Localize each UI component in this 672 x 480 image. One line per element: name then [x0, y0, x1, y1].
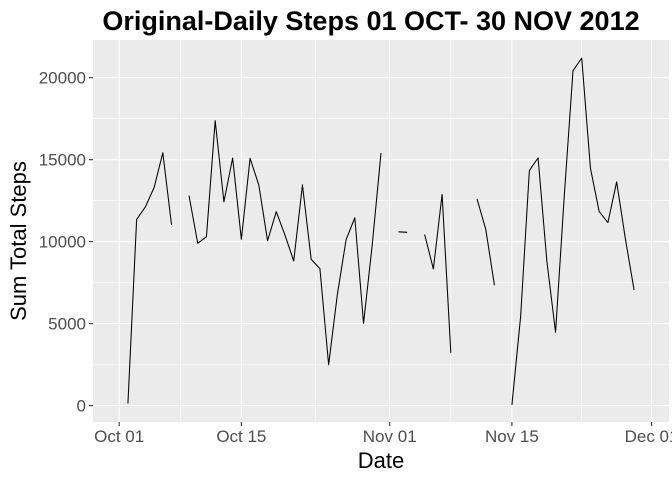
y-tick-label: 20000	[39, 69, 86, 88]
plot-panel	[93, 40, 669, 422]
series-layer	[127, 57, 635, 405]
x-tick-label: Dec 01	[625, 427, 672, 446]
y-tick-label: 15000	[39, 151, 86, 170]
minor-gridlines	[93, 40, 669, 422]
y-tick-label: 10000	[39, 233, 86, 252]
x-tick-label: Nov 15	[485, 427, 539, 446]
x-tick-label: Oct 01	[94, 427, 144, 446]
series-line-segment	[424, 193, 452, 353]
y-axis: 0 5000 10000 15000 20000	[39, 69, 93, 416]
x-tick-label: Oct 15	[216, 427, 266, 446]
y-tick-label: 0	[77, 397, 86, 416]
x-tick-label: Nov 01	[363, 427, 417, 446]
y-tick-label: 5000	[48, 315, 86, 334]
series-line-segment	[476, 198, 495, 286]
series-line-segment	[127, 152, 173, 404]
series-line-segment	[188, 120, 382, 366]
chart-title: Original-Daily Steps 01 OCT- 30 NOV 2012	[102, 6, 639, 36]
series-line-segment	[511, 57, 635, 405]
y-axis-title: Sum Total Steps	[6, 161, 31, 321]
major-gridlines	[93, 40, 669, 422]
x-axis-title: Date	[358, 448, 404, 473]
x-axis: Oct 01 Oct 15 Nov 01 Nov 15 Dec 01	[94, 422, 672, 446]
